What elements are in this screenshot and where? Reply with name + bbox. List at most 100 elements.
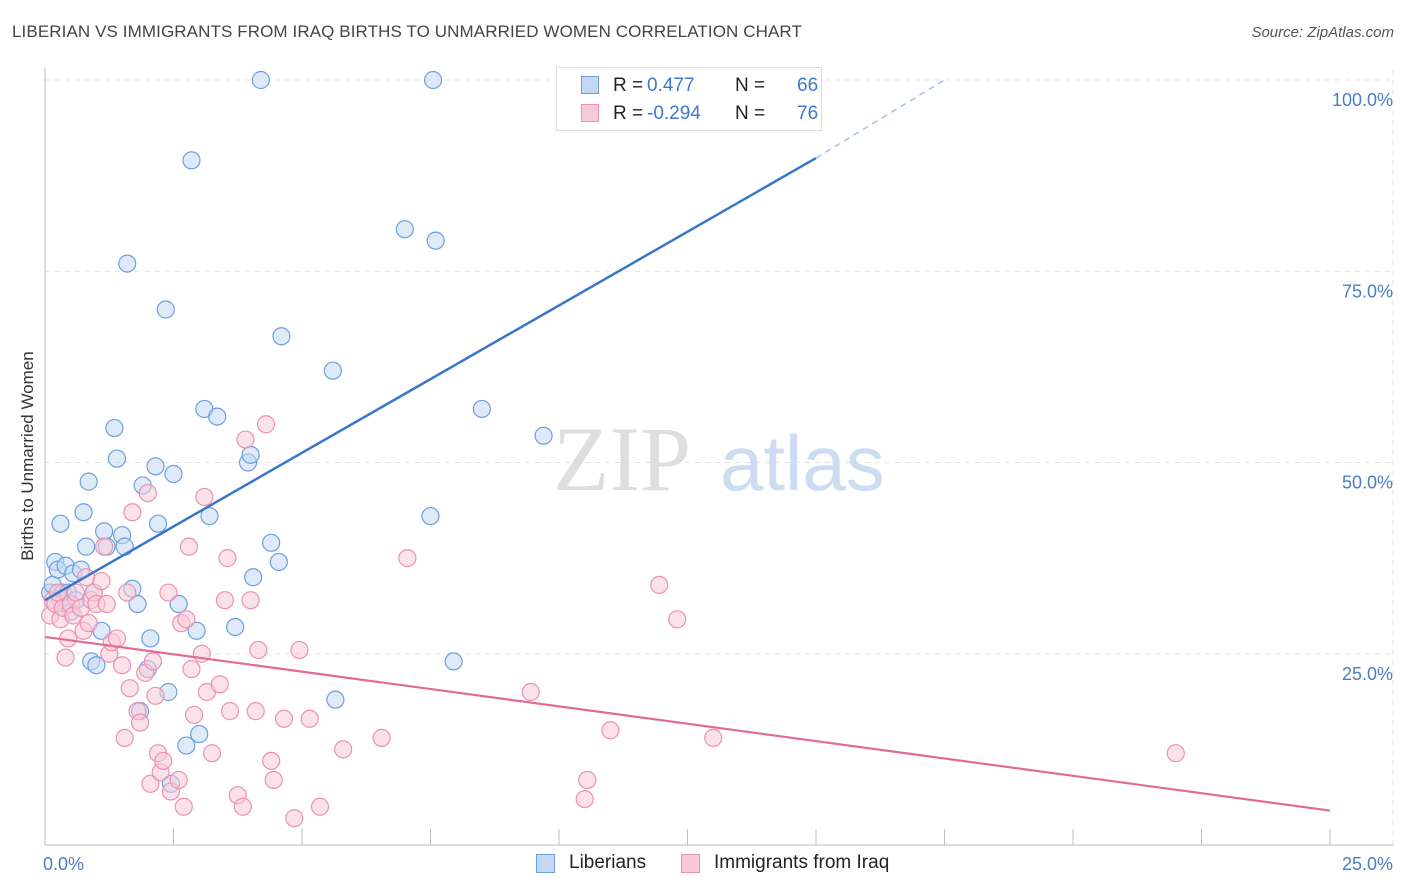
data-point bbox=[190, 724, 209, 744]
data-point bbox=[215, 591, 234, 610]
data-point bbox=[334, 740, 353, 759]
data-point bbox=[218, 549, 237, 568]
watermark: ZIP atlas bbox=[553, 408, 885, 510]
data-point bbox=[177, 610, 196, 629]
data-point bbox=[164, 464, 183, 484]
data-point bbox=[95, 537, 114, 556]
data-point bbox=[177, 736, 196, 755]
data-point bbox=[112, 656, 132, 675]
data-points bbox=[41, 70, 1185, 828]
data-point bbox=[521, 682, 540, 702]
data-point bbox=[421, 506, 440, 526]
data-point bbox=[246, 702, 265, 721]
x-tick-label: 0.0% bbox=[43, 854, 84, 874]
legend-swatch-iraq bbox=[681, 854, 700, 873]
data-point bbox=[233, 797, 252, 816]
data-point bbox=[534, 426, 553, 445]
data-point bbox=[87, 656, 106, 675]
tick-labels: 100.0% 75.0% 50.0% 25.0% 0.0% 25.0% bbox=[43, 90, 1393, 874]
legend-swatch-liberians bbox=[536, 854, 555, 873]
data-point bbox=[77, 537, 96, 556]
data-point bbox=[118, 583, 137, 602]
trend-line-liberians bbox=[44, 156, 817, 602]
chart-source: Source: ZipAtlas.com bbox=[1251, 24, 1394, 41]
data-point bbox=[79, 472, 98, 491]
data-point bbox=[105, 418, 124, 438]
data-point bbox=[241, 591, 260, 610]
legend-swatch-liberians bbox=[581, 76, 599, 94]
data-point bbox=[326, 690, 345, 709]
trend-line-liberians-extension bbox=[815, 79, 945, 159]
data-point bbox=[274, 709, 294, 728]
y-tick-label: 75.0% bbox=[1342, 281, 1393, 301]
data-point bbox=[115, 728, 134, 748]
data-point bbox=[56, 648, 75, 667]
data-point bbox=[285, 809, 304, 828]
legend-n-label: N = bbox=[735, 103, 766, 124]
data-point bbox=[187, 621, 206, 640]
legend-r-label: R = bbox=[613, 75, 644, 96]
legend-r-value-liberians: 0.477 bbox=[647, 75, 695, 96]
data-point bbox=[444, 652, 463, 671]
data-point bbox=[1166, 744, 1185, 763]
stats-legend: R = 0.477 N = 66 R = -0.294 N = 76 bbox=[556, 67, 822, 131]
x-tick-label: 25.0% bbox=[1342, 854, 1393, 874]
data-point bbox=[575, 789, 594, 809]
data-point bbox=[74, 503, 93, 522]
data-point bbox=[251, 70, 270, 90]
chart-title: LIBERIAN VS IMMIGRANTS FROM IRAQ BIRTHS … bbox=[12, 22, 802, 41]
data-point bbox=[148, 514, 168, 533]
legend-n-label: N = bbox=[735, 75, 766, 96]
legend-label-iraq: Immigrants from Iraq bbox=[714, 852, 890, 873]
data-point bbox=[578, 770, 597, 790]
data-point bbox=[241, 445, 260, 464]
data-point bbox=[262, 751, 281, 770]
data-point bbox=[107, 629, 127, 648]
data-point bbox=[272, 327, 291, 346]
data-point bbox=[202, 744, 222, 763]
data-point bbox=[395, 220, 414, 239]
data-point bbox=[154, 751, 173, 770]
data-point bbox=[472, 399, 491, 419]
data-point bbox=[398, 549, 417, 568]
data-point bbox=[256, 415, 276, 434]
data-point bbox=[372, 728, 391, 748]
data-point bbox=[182, 659, 201, 679]
data-point bbox=[130, 713, 150, 732]
data-point bbox=[95, 522, 114, 541]
trend-lines bbox=[44, 79, 1331, 812]
data-point bbox=[97, 594, 116, 614]
data-point bbox=[51, 514, 70, 533]
trend-line-iraq bbox=[44, 635, 1331, 812]
watermark-zip: ZIP bbox=[553, 408, 691, 510]
data-point bbox=[264, 770, 283, 790]
data-point bbox=[123, 503, 142, 522]
data-point bbox=[159, 583, 178, 602]
data-point bbox=[423, 70, 443, 90]
data-point bbox=[92, 571, 111, 591]
data-point bbox=[128, 594, 147, 614]
data-point bbox=[179, 537, 199, 556]
data-point bbox=[115, 537, 134, 556]
data-point bbox=[79, 614, 98, 633]
legend-n-value-liberians: 66 bbox=[797, 75, 819, 96]
data-point bbox=[146, 457, 165, 476]
legend-label-liberians: Liberians bbox=[569, 852, 647, 873]
data-point bbox=[182, 151, 201, 170]
data-point bbox=[174, 797, 193, 816]
data-point bbox=[269, 552, 288, 572]
data-point bbox=[138, 484, 157, 503]
data-point bbox=[118, 254, 137, 273]
axes bbox=[44, 68, 1393, 846]
y-tick-label: 100.0% bbox=[1332, 90, 1393, 110]
data-point bbox=[668, 610, 687, 629]
data-point bbox=[156, 300, 175, 319]
legend-r-value-iraq: -0.294 bbox=[647, 103, 701, 124]
data-point bbox=[290, 640, 309, 660]
data-point bbox=[323, 361, 342, 380]
legend-swatch-iraq bbox=[581, 104, 599, 122]
data-point bbox=[195, 487, 214, 507]
data-point bbox=[220, 702, 240, 721]
data-point bbox=[236, 430, 255, 449]
